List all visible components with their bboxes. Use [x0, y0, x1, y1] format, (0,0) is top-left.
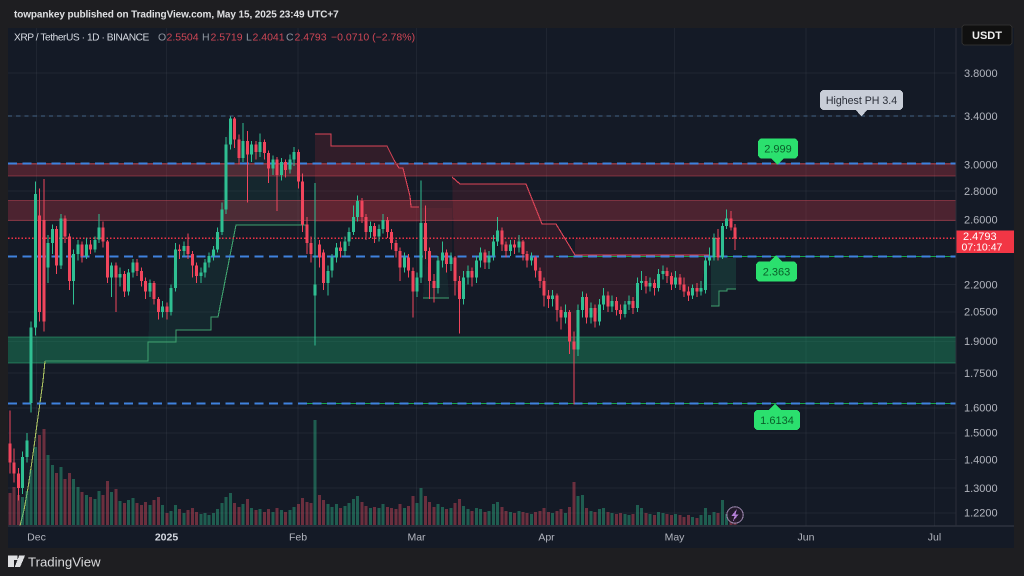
svg-text:Jun: Jun	[798, 532, 815, 544]
svg-text:3.8000: 3.8000	[964, 68, 998, 80]
svg-text:Dec: Dec	[27, 532, 46, 544]
svg-text:Feb: Feb	[289, 532, 307, 544]
svg-text:2.8000: 2.8000	[964, 186, 998, 198]
svg-text:H: H	[202, 32, 210, 44]
svg-text:3.4000: 3.4000	[964, 111, 998, 123]
svg-text:2.0500: 2.0500	[964, 307, 998, 319]
svg-text:1.6000: 1.6000	[964, 403, 998, 415]
svg-text:2.999: 2.999	[764, 144, 792, 156]
svg-text:1.2200: 1.2200	[964, 508, 998, 520]
svg-text:Jul: Jul	[928, 532, 941, 544]
svg-text:O: O	[158, 32, 166, 44]
svg-text:Mar: Mar	[407, 532, 426, 544]
svg-text:2025: 2025	[155, 532, 179, 544]
svg-text:2.363: 2.363	[763, 267, 791, 279]
svg-text:towpankey published on Trading: towpankey published on TradingView.com, …	[14, 10, 339, 21]
svg-text:3.0000: 3.0000	[964, 159, 998, 171]
svg-text:May: May	[665, 532, 686, 544]
svg-text:2.4041: 2.4041	[253, 32, 285, 44]
svg-text:TradingView: TradingView	[28, 555, 101, 570]
svg-text:2.4793: 2.4793	[963, 231, 997, 243]
svg-text:Apr: Apr	[538, 532, 555, 544]
svg-text:2.2000: 2.2000	[964, 279, 998, 291]
svg-text:1.5000: 1.5000	[964, 428, 998, 440]
svg-text:2.5504: 2.5504	[167, 32, 199, 44]
svg-text:1.7500: 1.7500	[964, 368, 998, 380]
svg-text:2.4793: 2.4793	[295, 32, 327, 44]
svg-text:−0.0710 (−2.78%): −0.0710 (−2.78%)	[331, 32, 415, 44]
svg-text:USDT: USDT	[972, 30, 1002, 42]
svg-text:XRP / TetherUS · 1D · BINANCE: XRP / TetherUS · 1D · BINANCE	[14, 33, 150, 44]
svg-text:1.3000: 1.3000	[964, 483, 998, 495]
svg-text:C: C	[286, 32, 294, 44]
svg-text:1.6134: 1.6134	[760, 415, 794, 427]
svg-text:1.9000: 1.9000	[964, 336, 998, 348]
svg-text:L: L	[246, 32, 252, 44]
svg-text:2.5719: 2.5719	[211, 32, 243, 44]
svg-text:Highest PH 3.4: Highest PH 3.4	[826, 95, 897, 107]
svg-text:07:10:47: 07:10:47	[962, 242, 1003, 254]
svg-text:1.4000: 1.4000	[964, 454, 998, 466]
svg-text:2.6000: 2.6000	[964, 215, 998, 227]
